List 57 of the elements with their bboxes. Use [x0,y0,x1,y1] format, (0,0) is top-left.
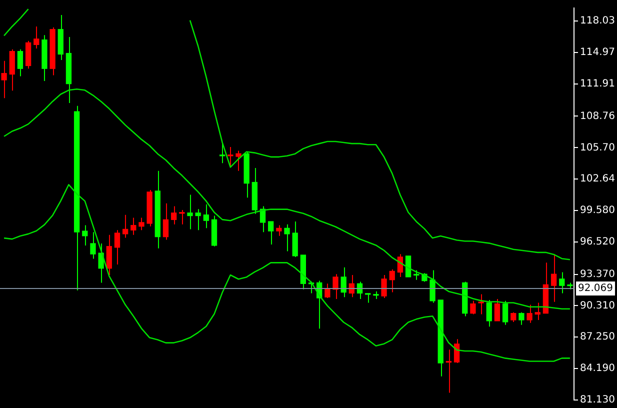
candlestick [122,214,128,238]
candlestick [454,338,460,364]
candlestick [268,221,274,246]
candlestick [276,224,282,236]
candlestick [340,266,346,298]
candlestick [82,224,88,246]
candlestick [203,204,209,229]
candlestick [526,304,532,324]
candlestick [389,268,395,293]
candlestick [559,272,565,294]
candlestick [550,254,557,302]
y-tick-label: 81.130 [580,394,616,406]
candlestick [9,48,15,92]
candlestick [34,26,40,49]
candlestick [284,224,290,252]
candlestick [1,60,7,99]
y-tick-label: 111.91 [580,78,616,90]
y-tick-label: 108.76 [580,110,616,122]
candlestick [502,300,508,326]
candlestick [324,283,330,299]
candlestick [470,300,476,315]
y-tick-label: 90.310 [580,300,616,312]
y-tick-label: 87.250 [580,332,616,343]
candlestick [25,40,32,70]
candlestick [170,206,177,225]
candlestick [114,230,120,266]
candlestick [187,194,193,230]
candlestick [365,292,371,304]
y-tick-label: 93.370 [580,268,616,280]
candlestick [90,232,96,260]
y-tick-label: 99.580 [580,205,616,216]
y-tick-label: 105.70 [580,142,616,154]
candlestick [17,48,24,77]
candlestick [106,234,112,276]
candlestick [430,270,436,304]
y-tick-label: 102.64 [580,174,616,185]
candlestick [162,202,169,240]
candlestick [494,298,500,322]
ref-line-label: 92.069 [578,283,614,294]
candlestick [130,217,136,236]
candlestick [405,255,412,278]
y-tick-label: 84.190 [580,363,616,374]
candlestick [510,312,516,322]
candlestick [332,274,338,300]
candlestick [534,302,540,320]
candlestick [381,274,387,299]
candlestick [478,294,484,315]
y-tick-label: 96.520 [580,236,616,248]
candlestick [486,299,492,328]
candlestick [292,221,298,258]
candlestick [98,242,104,284]
candlestick [195,208,201,231]
y-tick-label: 118.03 [580,16,616,27]
candlestick [518,312,524,326]
candlestick [138,217,144,231]
candlestick [236,150,242,172]
y-tick-label: 114.97 [580,47,616,58]
